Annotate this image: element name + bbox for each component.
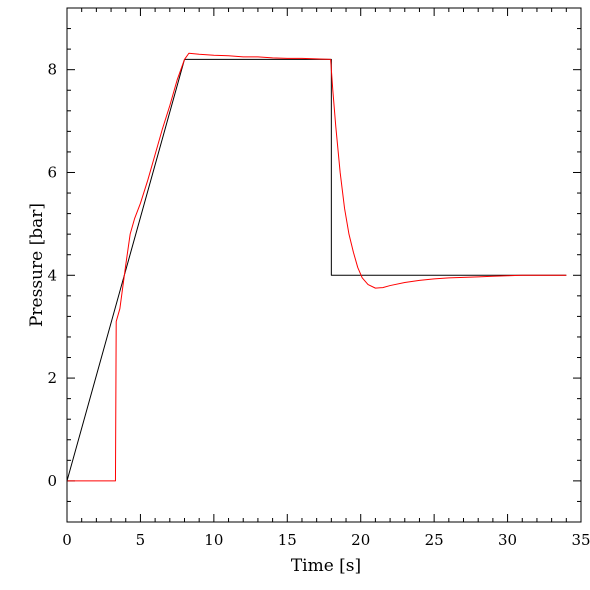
setpoint-series-line [66, 58, 567, 482]
y-tick-label: 2 [47, 369, 57, 387]
x-tick-label: 0 [62, 531, 72, 549]
x-tick-label: 10 [204, 531, 223, 549]
y-axis-label: Pressure [bar] [27, 203, 47, 327]
major-ticks [66, 8, 582, 522]
measured-series-line [67, 52, 567, 482]
y-tick-label: 6 [47, 163, 57, 181]
x-tick-label: 5 [136, 531, 146, 549]
minor-ticks [67, 7, 581, 523]
y-tick-labels: 0 2 4 6 8 [47, 61, 57, 490]
series-layer [66, 52, 567, 482]
plot-frame [66, 7, 582, 523]
y-tick-label: 0 [47, 472, 57, 490]
x-tick-label: 20 [351, 531, 370, 549]
x-tick-labels: 0 5 10 15 20 25 30 35 [62, 531, 590, 549]
x-tick-label: 30 [498, 531, 517, 549]
x-tick-label: 35 [571, 531, 590, 549]
x-tick-label: 15 [278, 531, 297, 549]
x-tick-label: 25 [425, 531, 444, 549]
x-axis-label: Time [s] [291, 556, 361, 576]
y-tick-label: 8 [47, 61, 57, 79]
y-tick-label: 4 [47, 266, 57, 284]
